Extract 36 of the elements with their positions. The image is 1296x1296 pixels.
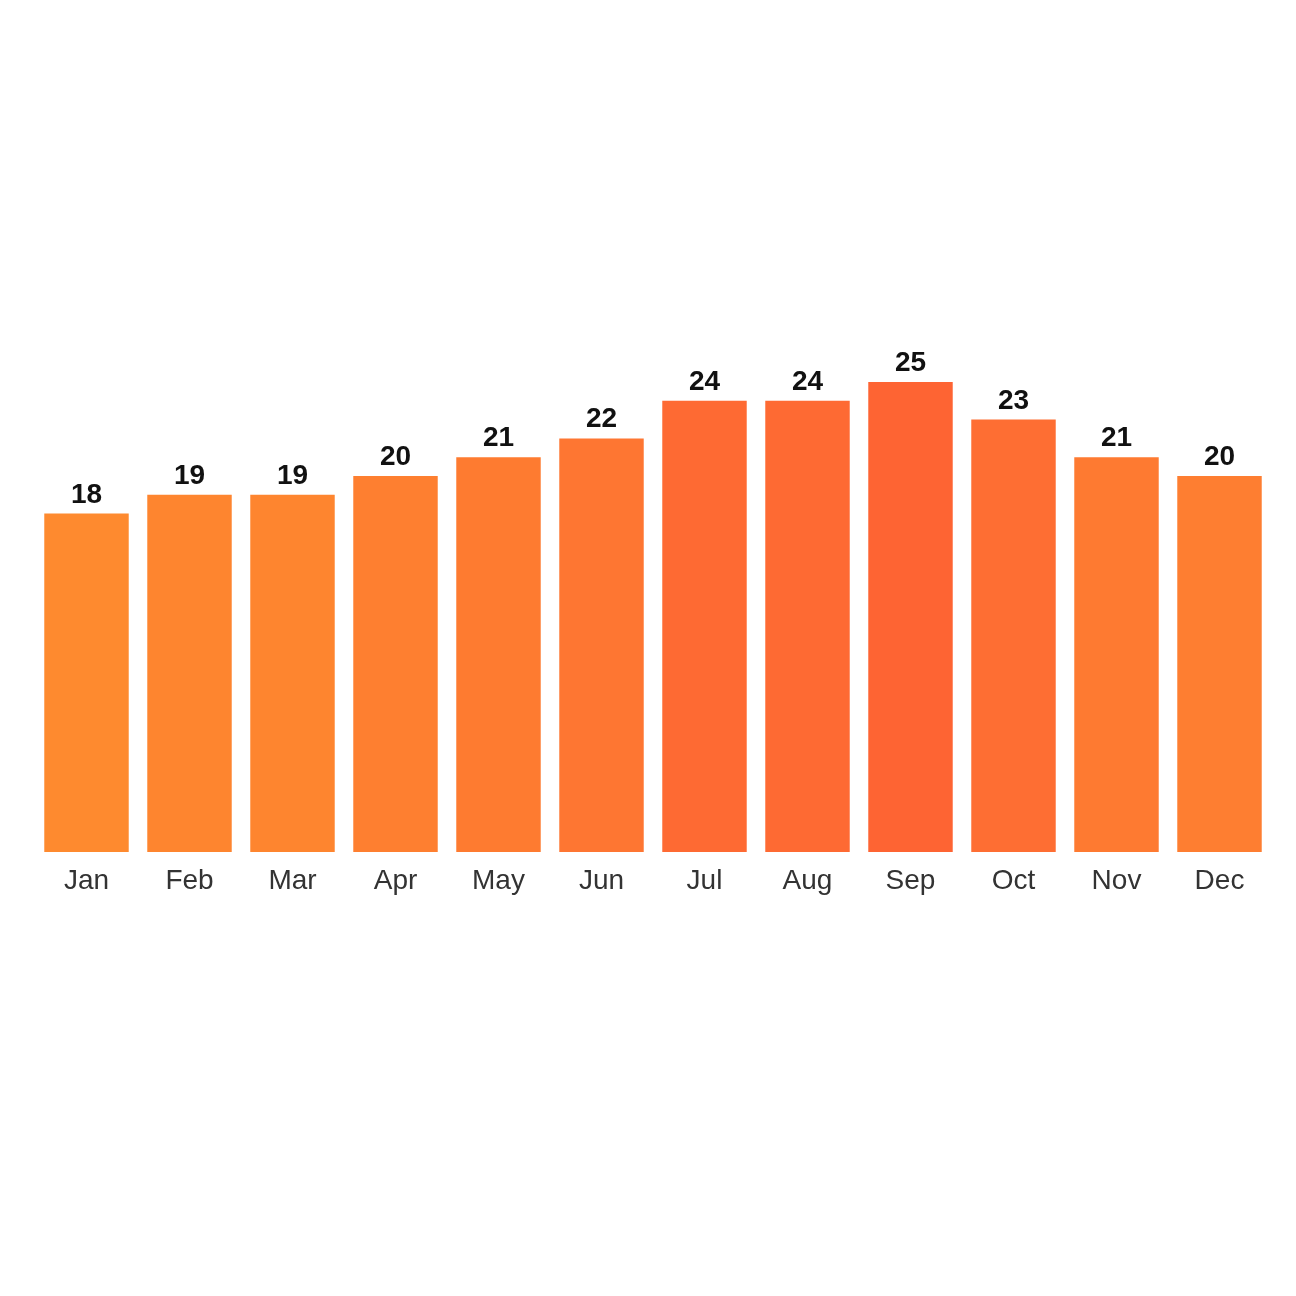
x-tick-label: Jul — [686, 863, 723, 895]
x-tick-label: Feb — [165, 863, 214, 895]
bar — [44, 513, 129, 852]
x-tick-label: Mar — [268, 863, 317, 895]
data-label: 20 — [1203, 440, 1236, 471]
data-label: 20 — [379, 440, 412, 471]
bar — [765, 400, 850, 852]
data-label: 19 — [276, 458, 309, 490]
data-label: 24 — [791, 364, 824, 396]
x-tick-label: Aug — [782, 863, 833, 895]
data-label: 24 — [688, 364, 721, 396]
x-tick-label: Nov — [1091, 863, 1142, 895]
bar — [1074, 457, 1159, 852]
x-tick-label: May — [472, 863, 525, 895]
x-tick-label: Sep — [885, 863, 936, 895]
x-tick-label: Dec — [1194, 863, 1245, 895]
bar — [971, 419, 1056, 852]
bar — [353, 476, 438, 852]
x-tick-label: Jun — [578, 863, 625, 895]
data-label: 25 — [894, 346, 927, 377]
x-tick-label: Apr — [373, 863, 418, 895]
data-label: 18 — [70, 477, 103, 509]
bar — [559, 438, 644, 852]
bar — [147, 494, 232, 852]
x-tick-label: Jan — [63, 863, 110, 895]
data-label: 19 — [173, 458, 206, 490]
data-label: 21 — [1100, 421, 1133, 453]
bar — [1177, 476, 1262, 852]
x-tick-label: Oct — [991, 863, 1036, 895]
data-label: 23 — [997, 383, 1030, 415]
bar — [456, 457, 541, 852]
bar — [868, 382, 953, 852]
data-label: 21 — [482, 421, 515, 453]
bar — [250, 494, 335, 852]
data-label: 22 — [585, 402, 618, 434]
bar — [662, 400, 747, 852]
